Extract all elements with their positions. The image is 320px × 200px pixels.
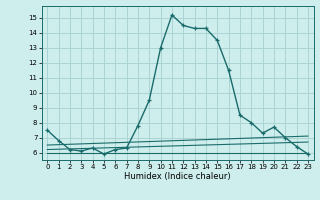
X-axis label: Humidex (Indice chaleur): Humidex (Indice chaleur) [124, 172, 231, 181]
